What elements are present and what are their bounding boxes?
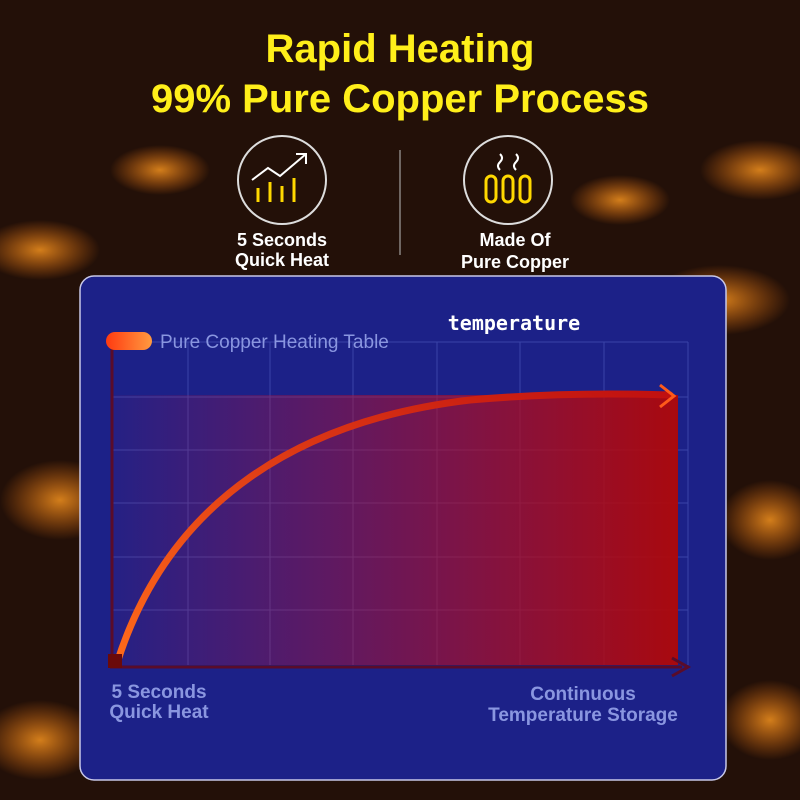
heat-area	[112, 395, 678, 665]
feature-label: 5 Seconds	[237, 230, 327, 250]
end-label: Continuous	[530, 684, 636, 705]
title: Rapid Heating	[266, 27, 535, 71]
origin	[108, 654, 122, 668]
feature-icon	[463, 135, 553, 225]
feature-label: Pure Copper	[461, 252, 569, 272]
title: 99% Pure Copper Process	[151, 77, 649, 121]
start-label: Quick Heat	[109, 702, 209, 723]
end-label: Temperature Storage	[488, 705, 678, 726]
feature-label: Made Of	[479, 230, 551, 250]
legend-label: Pure Copper Heating Table	[160, 332, 389, 353]
bokeh	[0, 140, 800, 780]
axis-label: temperature	[448, 311, 580, 335]
arrow	[659, 383, 677, 409]
heat-curve	[114, 390, 674, 664]
feature-label: Quick Heat	[235, 250, 329, 270]
feature-icon	[237, 135, 327, 225]
start-label: 5 Seconds	[111, 682, 206, 703]
arrow	[671, 656, 692, 678]
legend-swatch	[106, 332, 152, 350]
